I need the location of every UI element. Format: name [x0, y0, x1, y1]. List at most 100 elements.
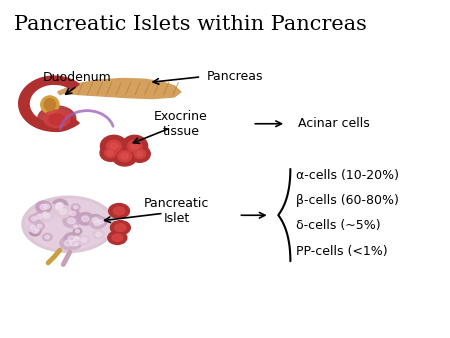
- Circle shape: [40, 201, 54, 212]
- Circle shape: [93, 230, 104, 239]
- Circle shape: [77, 213, 94, 225]
- Circle shape: [56, 203, 63, 209]
- Text: Exocrine
tissue: Exocrine tissue: [154, 110, 208, 138]
- Ellipse shape: [100, 145, 121, 161]
- Text: Acinar cells: Acinar cells: [298, 117, 369, 130]
- Text: Duodenum: Duodenum: [43, 71, 112, 83]
- Circle shape: [45, 236, 50, 239]
- Ellipse shape: [49, 114, 64, 125]
- Ellipse shape: [109, 203, 130, 218]
- Ellipse shape: [118, 151, 131, 162]
- Ellipse shape: [41, 96, 59, 113]
- Circle shape: [96, 232, 101, 237]
- Circle shape: [37, 224, 42, 228]
- Circle shape: [43, 213, 50, 218]
- Circle shape: [76, 230, 79, 233]
- Ellipse shape: [44, 110, 70, 127]
- Text: β-cells (60-80%): β-cells (60-80%): [296, 194, 398, 207]
- Ellipse shape: [105, 148, 116, 158]
- Ellipse shape: [130, 146, 150, 162]
- Circle shape: [94, 220, 101, 225]
- Ellipse shape: [107, 140, 121, 152]
- Circle shape: [53, 204, 63, 212]
- Text: α-cells (10-20%): α-cells (10-20%): [296, 169, 399, 182]
- Circle shape: [78, 235, 90, 245]
- Ellipse shape: [108, 231, 127, 244]
- Circle shape: [40, 204, 47, 210]
- Circle shape: [68, 218, 75, 224]
- Circle shape: [68, 236, 75, 241]
- Circle shape: [70, 240, 77, 246]
- Circle shape: [39, 210, 51, 219]
- Text: PP-cells (<1%): PP-cells (<1%): [296, 245, 387, 258]
- Circle shape: [72, 241, 81, 247]
- Ellipse shape: [44, 99, 55, 111]
- Text: Pancreatic Islets within Pancreas: Pancreatic Islets within Pancreas: [14, 15, 367, 34]
- Circle shape: [52, 200, 67, 212]
- Circle shape: [74, 225, 77, 228]
- Circle shape: [29, 215, 39, 223]
- Circle shape: [42, 212, 48, 216]
- Circle shape: [33, 226, 41, 234]
- Circle shape: [59, 209, 67, 214]
- Circle shape: [35, 228, 39, 232]
- Circle shape: [75, 243, 78, 245]
- Circle shape: [39, 210, 54, 222]
- Circle shape: [74, 206, 77, 209]
- Circle shape: [36, 201, 51, 213]
- Ellipse shape: [137, 151, 143, 156]
- Circle shape: [73, 228, 82, 234]
- Circle shape: [52, 199, 68, 212]
- Circle shape: [81, 238, 87, 242]
- Ellipse shape: [110, 221, 130, 235]
- Text: Pancreatic
Islet: Pancreatic Islet: [144, 197, 209, 225]
- Circle shape: [72, 235, 82, 243]
- Ellipse shape: [121, 153, 128, 159]
- Circle shape: [72, 204, 80, 211]
- Circle shape: [92, 218, 99, 223]
- Circle shape: [32, 217, 36, 221]
- Ellipse shape: [100, 135, 127, 157]
- Circle shape: [29, 227, 41, 236]
- Ellipse shape: [122, 135, 148, 157]
- Circle shape: [30, 225, 36, 230]
- Circle shape: [36, 215, 41, 219]
- Circle shape: [42, 234, 52, 241]
- Circle shape: [57, 203, 63, 207]
- Ellipse shape: [108, 150, 113, 155]
- Ellipse shape: [26, 199, 111, 249]
- Circle shape: [74, 236, 78, 239]
- Circle shape: [66, 237, 81, 249]
- Ellipse shape: [113, 207, 125, 215]
- Ellipse shape: [112, 234, 122, 241]
- Circle shape: [67, 209, 79, 218]
- Ellipse shape: [112, 147, 137, 166]
- Circle shape: [63, 214, 80, 227]
- Ellipse shape: [127, 140, 142, 152]
- Circle shape: [55, 205, 71, 218]
- Text: δ-cells (~5%): δ-cells (~5%): [296, 219, 380, 233]
- Circle shape: [74, 237, 79, 241]
- Circle shape: [64, 240, 72, 246]
- Circle shape: [32, 230, 38, 233]
- Circle shape: [44, 204, 50, 209]
- Text: Pancreas: Pancreas: [207, 70, 263, 83]
- Circle shape: [99, 220, 104, 224]
- Ellipse shape: [38, 106, 76, 131]
- Circle shape: [55, 206, 60, 210]
- Circle shape: [27, 223, 39, 232]
- Circle shape: [88, 215, 103, 226]
- Circle shape: [60, 237, 76, 249]
- Circle shape: [90, 217, 105, 229]
- Ellipse shape: [115, 224, 126, 232]
- Circle shape: [70, 211, 76, 216]
- Ellipse shape: [110, 143, 117, 149]
- Polygon shape: [19, 76, 79, 131]
- Circle shape: [82, 216, 89, 222]
- Circle shape: [54, 200, 66, 210]
- Circle shape: [71, 223, 80, 230]
- Circle shape: [64, 233, 79, 245]
- Polygon shape: [58, 78, 181, 99]
- Circle shape: [33, 212, 45, 221]
- Circle shape: [56, 202, 63, 208]
